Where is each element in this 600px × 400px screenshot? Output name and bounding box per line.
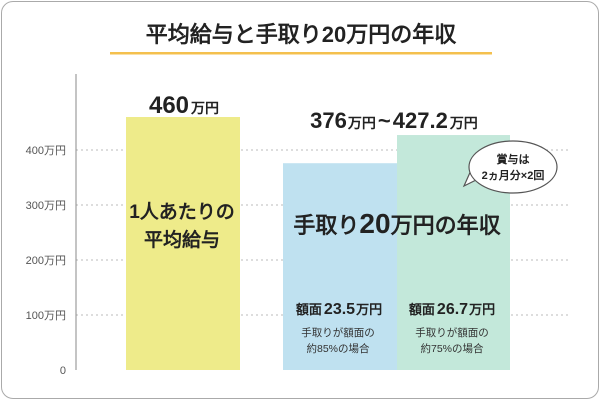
group-label-part1: 手取り bbox=[293, 213, 359, 238]
bar-average-label-line2: 平均給与 bbox=[144, 228, 220, 251]
bar-net75-note-line2: 約75%の場合 bbox=[420, 342, 484, 355]
bonus-callout-joint bbox=[472, 167, 484, 177]
range-unit2: 万円 bbox=[449, 115, 478, 131]
bar-net85-note-line1: 手取りが額面の bbox=[301, 326, 375, 339]
bonus-callout-bubble bbox=[468, 140, 558, 194]
y-tick-label-300: 300万円 bbox=[26, 200, 66, 212]
range-tilde: ~ bbox=[378, 108, 391, 133]
bar-average bbox=[126, 117, 240, 370]
bonus-callout-line2: 2ヵ月分×2回 bbox=[482, 168, 545, 182]
bar-net75-amount-unit: 万円 bbox=[468, 302, 495, 317]
bar-average-value-label: 460 万円 bbox=[149, 92, 219, 119]
range-to: 427.2 bbox=[393, 108, 448, 133]
y-tick-label-0: 0 bbox=[60, 365, 66, 377]
bar-net85-amount-prefix: 額面 bbox=[295, 302, 322, 317]
bar-net75-amount-value: 26.7 bbox=[437, 301, 468, 318]
group-label-part2: 20 bbox=[359, 208, 390, 239]
bonus-callout: 賞与は 2ヵ月分×2回 bbox=[462, 140, 558, 194]
range-unit1: 万円 bbox=[347, 115, 376, 131]
bar-net75-note-line1: 手取りが額面の bbox=[415, 326, 489, 339]
range-label: 376万円~427.2 万円 bbox=[310, 108, 478, 133]
bar-net85-note-line2: 約85%の場合 bbox=[306, 342, 370, 355]
bar-average-label-line1: 1人あたりの bbox=[129, 201, 235, 223]
group-label-part3: 万円の年収 bbox=[390, 213, 502, 238]
bar-net75-amount-prefix: 額面 bbox=[408, 302, 435, 317]
bar-average-unit: 万円 bbox=[190, 100, 219, 116]
y-tick-label-400: 400万円 bbox=[26, 145, 66, 157]
bar-layer bbox=[126, 117, 510, 370]
title-underline bbox=[110, 52, 492, 55]
bar-net85-amount-unit: 万円 bbox=[355, 302, 382, 317]
bar-net85-amount-value: 23.5 bbox=[324, 301, 355, 318]
range-from: 376 bbox=[310, 108, 347, 133]
bar-net75-amount: 額面 26.7万円 bbox=[408, 301, 495, 318]
y-tick-label-200: 200万円 bbox=[26, 255, 66, 267]
chart-title: 平均給与と手取り20万円の年収 bbox=[146, 22, 457, 47]
bar-net85 bbox=[283, 163, 397, 370]
y-tick-label-100: 100万円 bbox=[26, 310, 66, 322]
bar-net85-amount: 額面 23.5万円 bbox=[295, 301, 382, 318]
group-label: 手取り20万円の年収 bbox=[293, 208, 501, 239]
bar-average-value: 460 bbox=[149, 92, 189, 119]
bonus-callout-line1: 賞与は bbox=[497, 152, 530, 166]
